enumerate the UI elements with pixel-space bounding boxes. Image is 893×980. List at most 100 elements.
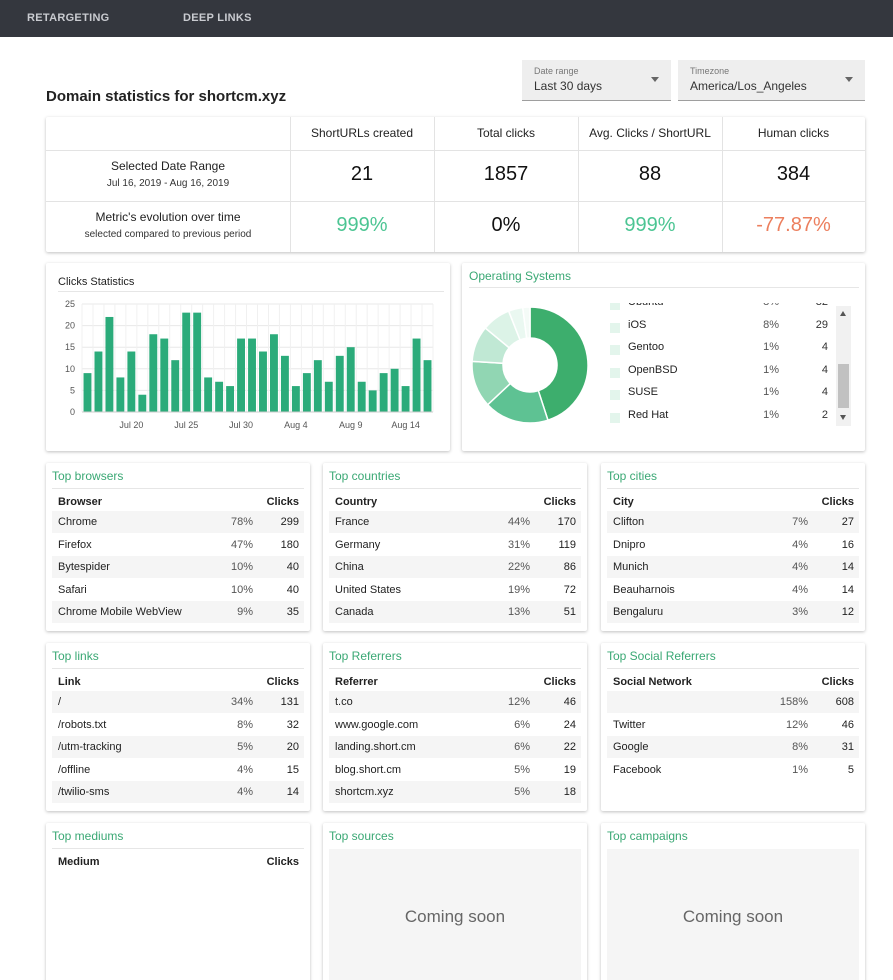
- column-header: Total clicks: [476, 126, 535, 140]
- legend-name: Red Hat: [628, 408, 669, 421]
- header-clicks: Clicks: [266, 496, 299, 508]
- card-title: Operating Systems: [469, 269, 572, 283]
- legend-swatch: [610, 412, 620, 423]
- cell-clicks: 32: [286, 718, 299, 731]
- bar: [171, 360, 180, 412]
- bar: [105, 316, 114, 412]
- legend-value: 4: [821, 386, 828, 398]
- placeholder-card: Top campaigns Coming soon: [601, 823, 865, 980]
- placeholder-box: [329, 849, 581, 980]
- divider: [52, 848, 304, 849]
- stat-value: -77.87%: [756, 214, 831, 236]
- cell-pct: 78%: [230, 516, 253, 528]
- divider: [607, 668, 859, 669]
- table-card: Top mediums Medium Clicks: [46, 823, 310, 980]
- table-row: Germany 31% 119: [329, 534, 581, 556]
- scroll-up[interactable]: [840, 311, 846, 316]
- cell-name: shortcm.xyz: [335, 786, 394, 798]
- cell-clicks: 14: [286, 786, 299, 798]
- cell-pct: 47%: [230, 538, 253, 551]
- bar: [193, 312, 202, 412]
- cell-pct: 7%: [792, 516, 808, 528]
- cell-pct: 10%: [230, 561, 253, 573]
- cell-clicks: 24: [563, 718, 576, 731]
- header-clicks: Clicks: [821, 496, 854, 508]
- header-clicks: Clicks: [266, 856, 299, 868]
- cell-clicks: 170: [557, 516, 576, 528]
- cell-pct: 8%: [792, 741, 808, 753]
- cell-name: France: [335, 516, 370, 528]
- bar: [357, 381, 366, 412]
- divider: [58, 291, 444, 292]
- cell-name: Clifton: [613, 516, 645, 528]
- column-header: ShortURLs created: [310, 126, 414, 140]
- cell-name: Chrome: [58, 516, 98, 528]
- legend-name: Ubuntu: [628, 303, 663, 308]
- scroll-down[interactable]: [840, 415, 846, 420]
- column-divider: [290, 117, 291, 252]
- y-tick-label: 10: [65, 364, 75, 374]
- placeholder-box: [607, 849, 859, 980]
- cell-name: Bengaluru: [613, 606, 664, 618]
- chart-title: Clicks Statistics: [58, 276, 135, 288]
- table-row: Beauharnois 4% 14: [607, 579, 859, 601]
- cell-pct: 19%: [507, 583, 530, 596]
- cell-name: Firefox: [58, 538, 92, 551]
- bar: [248, 338, 256, 412]
- cell-clicks: 51: [563, 606, 576, 618]
- legend-pct: 1%: [763, 408, 779, 421]
- legend-value: 4: [821, 341, 828, 353]
- cell-pct: 4%: [237, 786, 253, 798]
- bar: [379, 373, 388, 412]
- cell-pct: 1%: [792, 763, 808, 776]
- cell-name: Twitter: [613, 718, 646, 731]
- dropdown[interactable]: Date range Last 30 days: [522, 60, 671, 101]
- cell-pct: 6%: [514, 741, 530, 753]
- table-row: / 34% 131: [52, 691, 304, 713]
- stat-value: 999%: [624, 214, 676, 236]
- cell-name: /offline: [58, 763, 91, 776]
- dropdown[interactable]: Timezone America/Los_Angeles: [678, 60, 865, 101]
- nav-item[interactable]: DEEP LINKS: [183, 12, 252, 24]
- bar: [149, 334, 158, 412]
- cell-clicks: 131: [280, 696, 299, 708]
- cell-pct: 13%: [507, 606, 530, 618]
- cell-name: Munich: [613, 561, 649, 573]
- nav-item[interactable]: RETARGETING: [27, 12, 110, 24]
- table-row: /twilio-sms 4% 14: [52, 781, 304, 803]
- scroll-thumb[interactable]: [838, 364, 849, 408]
- cell-name: Bytespider: [58, 561, 110, 573]
- cell-pct: 3%: [792, 606, 808, 618]
- card-title: Top links: [52, 649, 99, 663]
- dropdown-arrow: [845, 77, 853, 82]
- bar: [313, 360, 322, 412]
- legend-swatch: [610, 367, 620, 378]
- legend-swatch: [610, 345, 620, 355]
- legend-value: 32: [782, 303, 828, 308]
- bar: [270, 334, 278, 412]
- donut-chart: [471, 306, 589, 424]
- cell-name: Facebook: [613, 763, 662, 776]
- y-tick-label: 15: [65, 342, 75, 352]
- divider: [329, 488, 581, 489]
- cell-pct: 4%: [792, 561, 808, 573]
- card-title: Top Social Referrers: [607, 649, 716, 663]
- cell-name: Beauharnois: [613, 583, 675, 596]
- bar: [215, 381, 224, 412]
- bar: [237, 338, 245, 412]
- legend-swatch: [610, 390, 620, 400]
- page-title: Domain statistics for shortcm.xyz: [46, 88, 287, 105]
- scrollbar[interactable]: [836, 306, 851, 426]
- bar: [302, 373, 311, 412]
- bar: [182, 312, 191, 412]
- table-card: Top Referrers Referrer Clicks t.co 12% 46 www.…: [323, 643, 587, 811]
- bar: [324, 381, 333, 412]
- bar: [423, 360, 432, 412]
- cell-pct: 4%: [792, 583, 808, 596]
- header-clicks: Clicks: [266, 676, 299, 688]
- x-tick-label: Aug 4: [284, 420, 308, 430]
- cell-clicks: 608: [835, 696, 854, 708]
- table-row: Munich 4% 14: [607, 556, 859, 578]
- cell-clicks: 14: [841, 561, 854, 573]
